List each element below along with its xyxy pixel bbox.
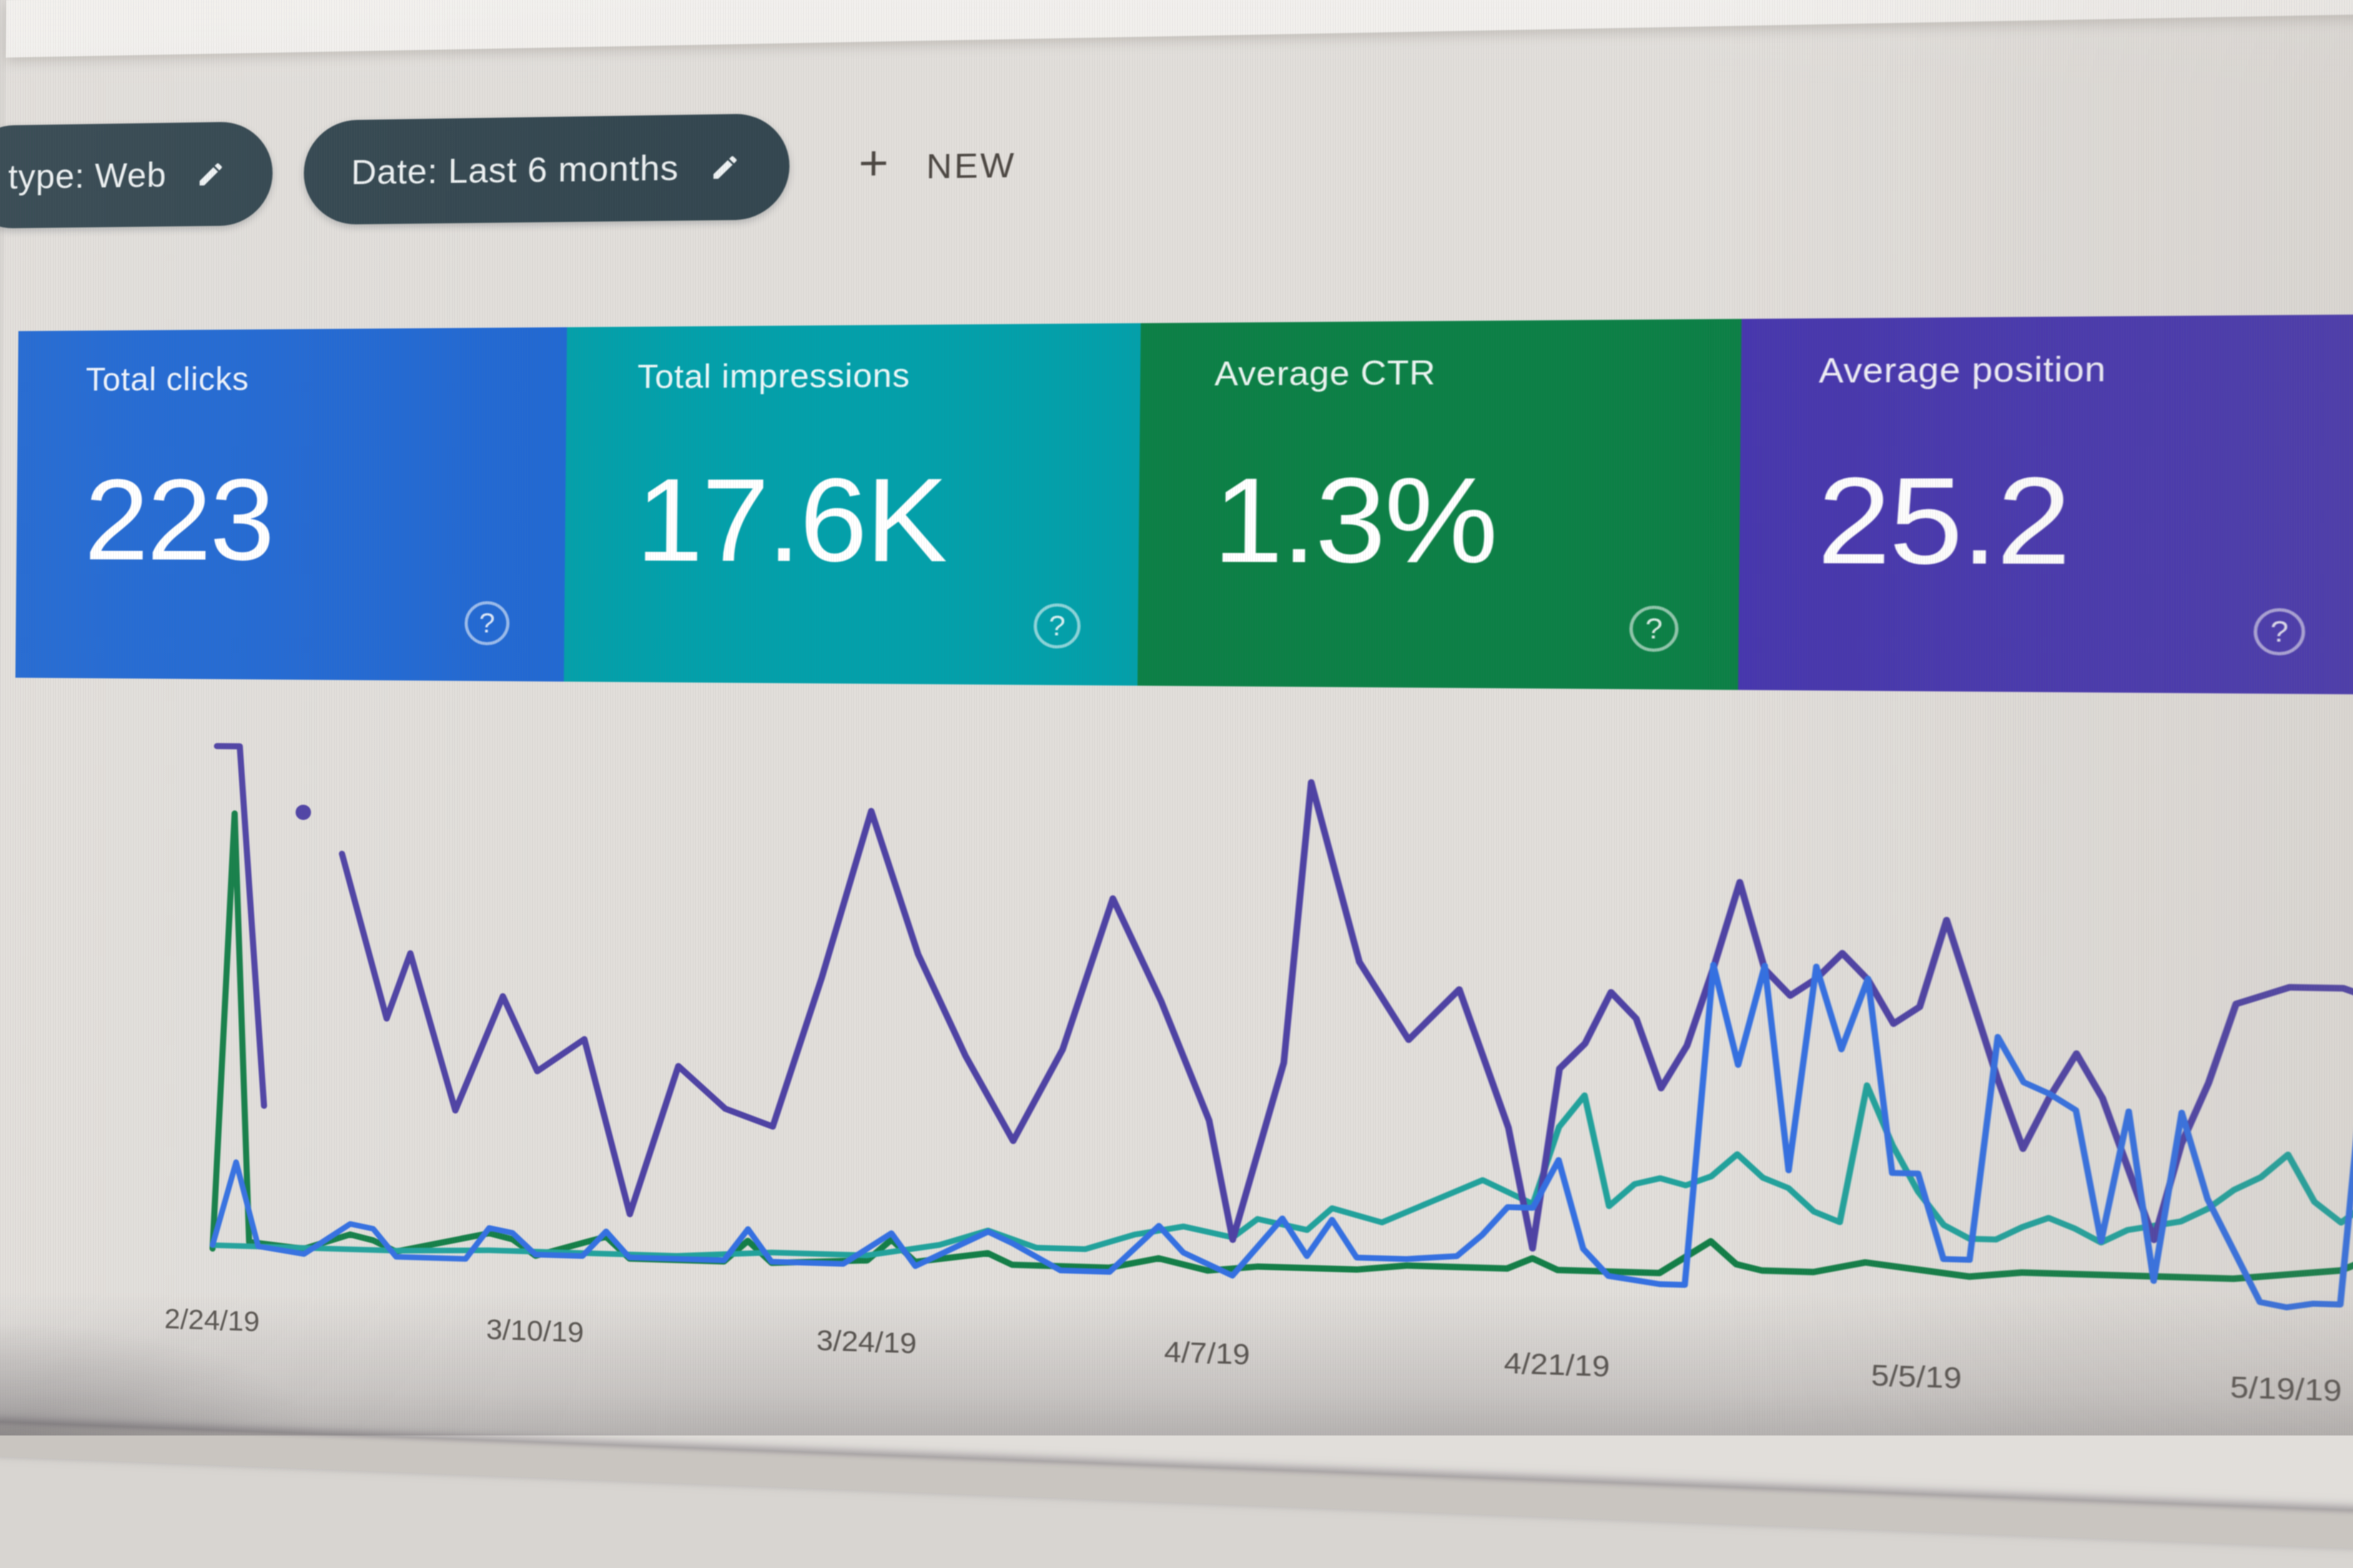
help-glyph: ? [1049, 610, 1066, 642]
series-line-ctr [212, 813, 2353, 1326]
metric-cards: Total clicks 223 ? Total impressions 17.… [15, 314, 2353, 695]
help-icon[interactable]: ? [2253, 608, 2306, 656]
date-filter-chip[interactable]: Date: Last 6 months [303, 113, 790, 225]
new-filter-button[interactable]: NEW [852, 135, 1016, 198]
edit-pencil-icon [196, 159, 225, 189]
series-point-position [295, 805, 311, 820]
series-line-clicks [212, 834, 2353, 1329]
search-type-filter-chip[interactable]: type: Web [0, 121, 273, 229]
metric-card-total-clicks[interactable]: Total clicks 223 ? [15, 327, 567, 682]
help-icon[interactable]: ? [1033, 603, 1081, 649]
screen-bottom-edge [0, 1421, 2353, 1568]
metric-card-label: Average position [1818, 349, 2107, 390]
help-glyph: ? [1645, 612, 1663, 645]
x-axis-tick-label: 5/5/19 [1871, 1358, 1962, 1395]
x-axis-tick-label: 3/24/19 [816, 1324, 917, 1360]
series-line-position [339, 772, 2353, 1284]
filter-bar: type: Web Date: Last 6 months [0, 0, 2353, 261]
metric-card-value: 223 [84, 455, 274, 585]
help-glyph: ? [2270, 615, 2289, 648]
metric-card-label: Total clicks [85, 360, 249, 398]
help-glyph: ? [479, 607, 495, 639]
x-axis-tick-label: 4/7/19 [1164, 1335, 1250, 1371]
x-axis-tick-label: 3/10/19 [486, 1313, 584, 1348]
series-line-impressions [213, 877, 2353, 1322]
help-icon[interactable]: ? [464, 601, 510, 645]
plus-icon [852, 142, 895, 192]
edit-pencil-icon [709, 152, 740, 183]
x-axis-tick-label: 4/21/19 [1504, 1346, 1610, 1383]
metric-card-average-position[interactable]: Average position 25.2 ? [1738, 314, 2353, 695]
series-line-position [214, 746, 267, 1106]
metric-card-total-impressions[interactable]: Total impressions 17.6K ? [564, 323, 1141, 686]
metric-card-value: 25.2 [1816, 452, 2070, 591]
metric-card-label: Average CTR [1214, 353, 1436, 393]
search-type-chip-label: type: Web [8, 155, 167, 196]
metric-card-value: 17.6K [635, 454, 947, 587]
metric-card-label: Total impressions [637, 356, 910, 396]
help-icon[interactable]: ? [1629, 605, 1679, 652]
metric-card-average-ctr[interactable]: Average CTR 1.3% ? [1137, 319, 1742, 690]
date-chip-label: Date: Last 6 months [351, 148, 679, 192]
x-axis-tick-label: 2/24/19 [164, 1302, 259, 1338]
x-axis-tick-label: 5/19/19 [2230, 1369, 2342, 1407]
new-button-label: NEW [926, 146, 1016, 186]
metric-card-value: 1.3% [1212, 453, 1497, 589]
